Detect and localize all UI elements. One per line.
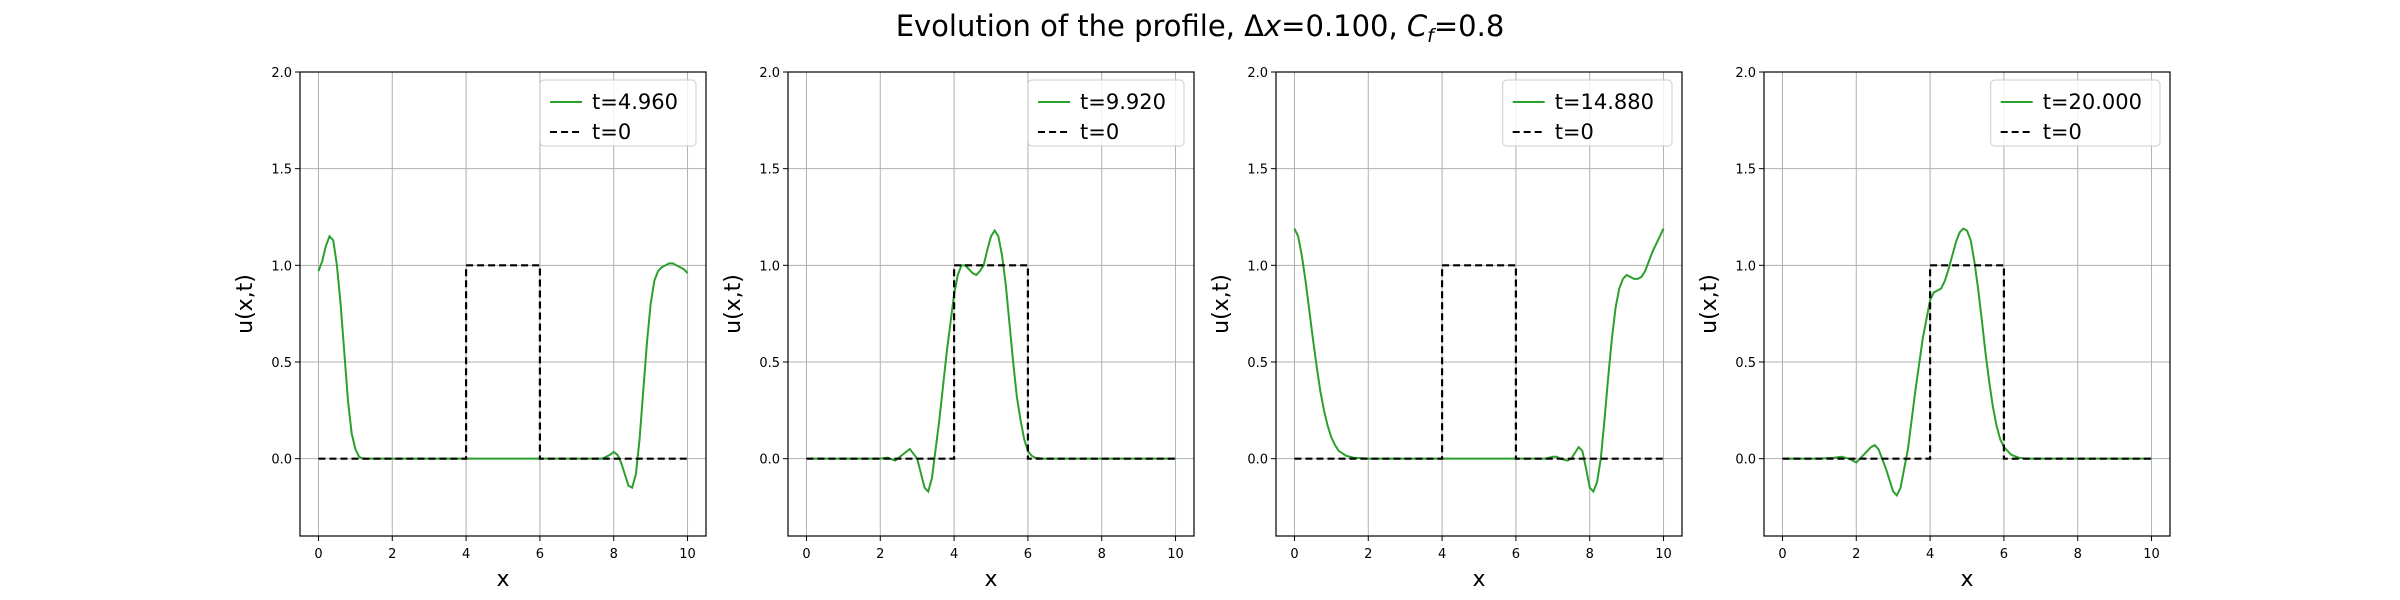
x-tick-label: 6 bbox=[1024, 547, 1032, 562]
y-tick-label: 2.0 bbox=[1247, 66, 1268, 81]
subplot-3: 0 2 4 6 8 10 0.0 0.5 1.0 1.5 2.0 x u(x,t) t=14.880 t=0 bbox=[1209, 66, 1683, 592]
y-axis-label: u(x,t) bbox=[1697, 274, 1722, 334]
x-tick-label: 0 bbox=[1290, 547, 1298, 562]
x-tick-label: 2 bbox=[876, 547, 884, 562]
y-tick-label: 0.0 bbox=[759, 453, 780, 468]
y-tick-label: 1.5 bbox=[759, 163, 780, 178]
y-tick-label: 1.0 bbox=[271, 259, 292, 274]
axes-frame bbox=[1275, 71, 1683, 537]
axes-frame bbox=[299, 71, 707, 537]
title-dx-var: x bbox=[1263, 9, 1282, 43]
initial-profile-line bbox=[1782, 264, 2152, 460]
legend-label: t=0 bbox=[1555, 120, 1594, 144]
solution-profile-line bbox=[317, 234, 689, 490]
legend-box bbox=[539, 79, 697, 147]
y-tick-label: 0.0 bbox=[1247, 453, 1268, 468]
x-tick-label: 10 bbox=[679, 547, 696, 562]
y-tick-label: 1.0 bbox=[1735, 259, 1756, 274]
y-tick-label: 2.0 bbox=[1735, 66, 1756, 81]
y-tick-label: 0.0 bbox=[271, 453, 292, 468]
legend: t=9.920 t=0 bbox=[1027, 79, 1185, 147]
x-axis-label: x bbox=[1472, 567, 1485, 592]
y-tick-label: 1.0 bbox=[1247, 259, 1268, 274]
legend-label: t=14.880 bbox=[1555, 90, 1654, 114]
solution-profile-line bbox=[806, 228, 1176, 494]
y-tick-label: 1.5 bbox=[1247, 163, 1268, 178]
x-tick-label: 6 bbox=[1512, 547, 1520, 562]
x-axis-label: x bbox=[496, 567, 509, 592]
legend: t=4.960 t=0 bbox=[539, 79, 697, 147]
axes-frame bbox=[787, 71, 1195, 537]
x-tick-label: 8 bbox=[1098, 547, 1106, 562]
legend-box bbox=[1990, 79, 2161, 147]
title-cf-value: =0.8 bbox=[1434, 9, 1504, 43]
legend-label: t=4.960 bbox=[592, 90, 678, 114]
x-axis-label: x bbox=[984, 567, 997, 592]
y-tick-label: 1.5 bbox=[271, 163, 292, 178]
x-tick-label: 0 bbox=[1778, 547, 1786, 562]
x-tick-label: 10 bbox=[2143, 547, 2160, 562]
solution-profile-line bbox=[1293, 228, 1665, 494]
x-axis-label: x bbox=[1960, 567, 1973, 592]
solution-profile-line bbox=[1782, 227, 2152, 498]
y-tick-label: 1.5 bbox=[1735, 163, 1756, 178]
x-tick-label: 10 bbox=[1655, 547, 1672, 562]
subplots: 0 2 4 6 8 100.00.51.01.52.0xu(x,t)t=4.960t=00… bbox=[233, 66, 2171, 592]
legend: t=14.880 t=0 bbox=[1502, 79, 1673, 147]
y-tick-label: 2.0 bbox=[759, 66, 780, 81]
legend-box bbox=[1027, 79, 1185, 147]
x-tick-label: 0 bbox=[802, 547, 810, 562]
axes-frame bbox=[1763, 71, 2171, 537]
title-dx-value: =0.100, bbox=[1281, 9, 1407, 43]
legend-box bbox=[1502, 79, 1673, 147]
legend: t=20.000 t=0 bbox=[1990, 79, 2161, 147]
subplot-1: 0 2 4 6 8 10 0.0 0.5 1.0 1.5 2.0 x u(x,t) t=4.960 t=0 bbox=[233, 66, 707, 592]
legend-label: t=9.920 bbox=[1080, 90, 1166, 114]
subplot-2: 0 2 4 6 8 10 0.0 0.5 1.0 1.5 2.0 x u(x,t) t=9.920 t=0 bbox=[721, 66, 1195, 592]
legend-label: t=20.000 bbox=[2043, 90, 2142, 114]
title-prefix: Evolution of the profile, bbox=[896, 9, 1244, 43]
x-tick-label: 6 bbox=[536, 547, 544, 562]
y-tick-label: 0.5 bbox=[271, 356, 292, 371]
y-tick-label: 1.0 bbox=[759, 259, 780, 274]
legend-label: t=0 bbox=[2043, 120, 2082, 144]
y-axis-label: u(x,t) bbox=[721, 274, 746, 334]
title-delta-symbol: Δ bbox=[1244, 9, 1264, 43]
initial-profile-line bbox=[1294, 264, 1664, 460]
title-cf-subscript: f bbox=[1427, 25, 1437, 47]
y-tick-label: 0.0 bbox=[1735, 453, 1756, 468]
y-axis-label: u(x,t) bbox=[233, 274, 258, 334]
x-tick-label: 8 bbox=[1586, 547, 1594, 562]
x-tick-label: 8 bbox=[2074, 547, 2082, 562]
x-tick-label: 8 bbox=[610, 547, 618, 562]
x-tick-label: 6 bbox=[2000, 547, 2008, 562]
subplot-4: 0 2 4 6 8 10 0.0 0.5 1.0 1.5 2.0 x u(x,t) t=20.000 t=0 bbox=[1697, 66, 2171, 592]
x-tick-label: 2 bbox=[1364, 547, 1372, 562]
x-tick-label: 0 bbox=[314, 547, 322, 562]
x-tick-label: 4 bbox=[1926, 547, 1934, 562]
x-tick-label: 2 bbox=[1852, 547, 1860, 562]
x-tick-label: 4 bbox=[1438, 547, 1446, 562]
y-tick-label: 2.0 bbox=[271, 66, 292, 81]
y-tick-label: 0.5 bbox=[1735, 356, 1756, 371]
legend-label: t=0 bbox=[1080, 120, 1119, 144]
y-tick-label: 0.5 bbox=[759, 356, 780, 371]
initial-profile-line bbox=[318, 264, 688, 460]
y-axis-label: u(x,t) bbox=[1209, 274, 1234, 334]
figure-title: Evolution of the profile, Δx=0.100, Cf=0… bbox=[896, 9, 1505, 47]
title-cf-var: C bbox=[1407, 9, 1428, 43]
initial-profile-line bbox=[806, 264, 1176, 460]
y-tick-label: 0.5 bbox=[1247, 356, 1268, 371]
x-tick-label: 10 bbox=[1167, 547, 1184, 562]
x-tick-label: 4 bbox=[462, 547, 470, 562]
x-tick-label: 4 bbox=[950, 547, 958, 562]
x-tick-label: 2 bbox=[388, 547, 396, 562]
legend-label: t=0 bbox=[592, 120, 631, 144]
